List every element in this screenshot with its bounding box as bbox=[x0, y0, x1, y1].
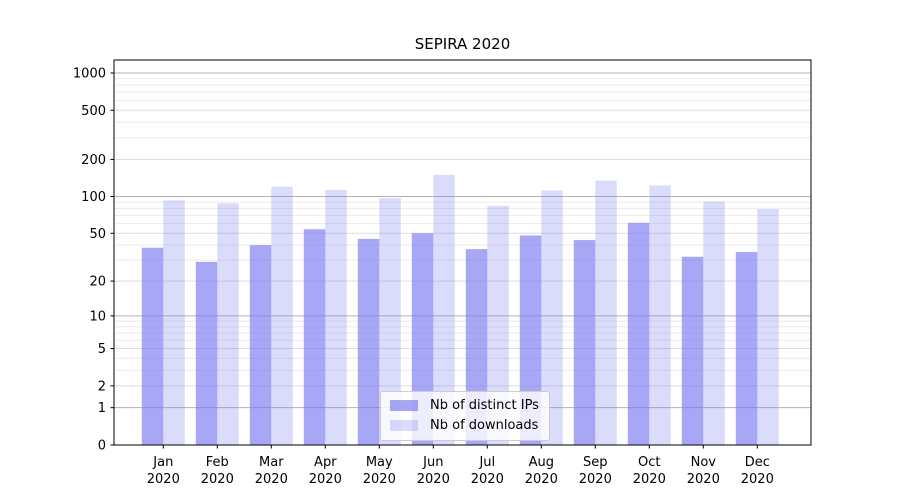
bar-downloads bbox=[649, 185, 671, 446]
x-tick-label: Nov 2020 bbox=[687, 455, 720, 487]
bar-distinct-ips bbox=[195, 261, 218, 445]
plot-border bbox=[113, 59, 812, 446]
y-tick-label: 100 bbox=[81, 190, 106, 205]
legend-item-downloads: Nb of downloads bbox=[390, 418, 539, 433]
x-tick-label: May 2020 bbox=[363, 455, 396, 487]
x-tick-label: Aug 2020 bbox=[525, 455, 558, 487]
bar-downloads bbox=[703, 201, 725, 445]
y-tick-label: 200 bbox=[81, 153, 106, 168]
x-tick-label: Oct 2020 bbox=[633, 455, 666, 487]
bar-downloads bbox=[271, 186, 293, 445]
bar-distinct-ips bbox=[735, 252, 758, 445]
bar-downloads bbox=[757, 209, 779, 445]
bar-distinct-ips bbox=[141, 247, 164, 445]
bar-distinct-ips bbox=[249, 245, 272, 445]
chart-title: SEPIRA 2020 bbox=[414, 35, 511, 53]
bar-distinct-ips bbox=[303, 229, 326, 445]
legend-swatch-distinct-ips bbox=[390, 400, 418, 411]
legend-item-distinct-ips: Nb of distinct IPs bbox=[390, 398, 539, 413]
y-tick-label: 50 bbox=[89, 227, 106, 242]
legend-label-distinct-ips: Nb of distinct IPs bbox=[430, 398, 539, 413]
x-tick-label: Jun 2020 bbox=[417, 455, 450, 487]
bar-downloads bbox=[487, 205, 509, 445]
y-tick-label: 10 bbox=[89, 309, 106, 324]
bar-distinct-ips bbox=[357, 238, 380, 445]
bar-distinct-ips bbox=[627, 222, 650, 445]
bar-downloads bbox=[433, 174, 455, 445]
bar-downloads bbox=[217, 203, 239, 445]
bar-downloads bbox=[379, 198, 401, 445]
x-tick-label: Sep 2020 bbox=[579, 455, 612, 487]
legend: Nb of distinct IPs Nb of downloads bbox=[380, 391, 550, 441]
y-tick-label: 2 bbox=[98, 379, 106, 394]
y-tick-label: 1000 bbox=[73, 67, 106, 82]
x-tick-label: Jan 2020 bbox=[147, 455, 180, 487]
bar-distinct-ips bbox=[573, 240, 596, 445]
bar-distinct-ips bbox=[681, 256, 704, 445]
bar-downloads bbox=[541, 190, 563, 445]
legend-swatch-downloads bbox=[390, 420, 418, 431]
bar-downloads bbox=[325, 189, 347, 445]
y-tick-label: 1 bbox=[98, 401, 106, 416]
x-tick-label: Jul 2020 bbox=[471, 455, 504, 487]
x-tick-label: Mar 2020 bbox=[255, 455, 288, 487]
legend-label-downloads: Nb of downloads bbox=[430, 418, 539, 433]
x-tick-label: Dec 2020 bbox=[741, 455, 774, 487]
x-tick-label: Feb 2020 bbox=[201, 455, 234, 487]
y-tick-label: 20 bbox=[89, 275, 106, 290]
y-tick-label: 0 bbox=[98, 439, 106, 454]
bar-downloads bbox=[163, 200, 185, 445]
y-tick-label: 500 bbox=[81, 104, 106, 119]
bar-downloads bbox=[595, 180, 617, 446]
x-tick-label: Apr 2020 bbox=[309, 455, 342, 487]
y-tick-label: 5 bbox=[98, 342, 106, 357]
